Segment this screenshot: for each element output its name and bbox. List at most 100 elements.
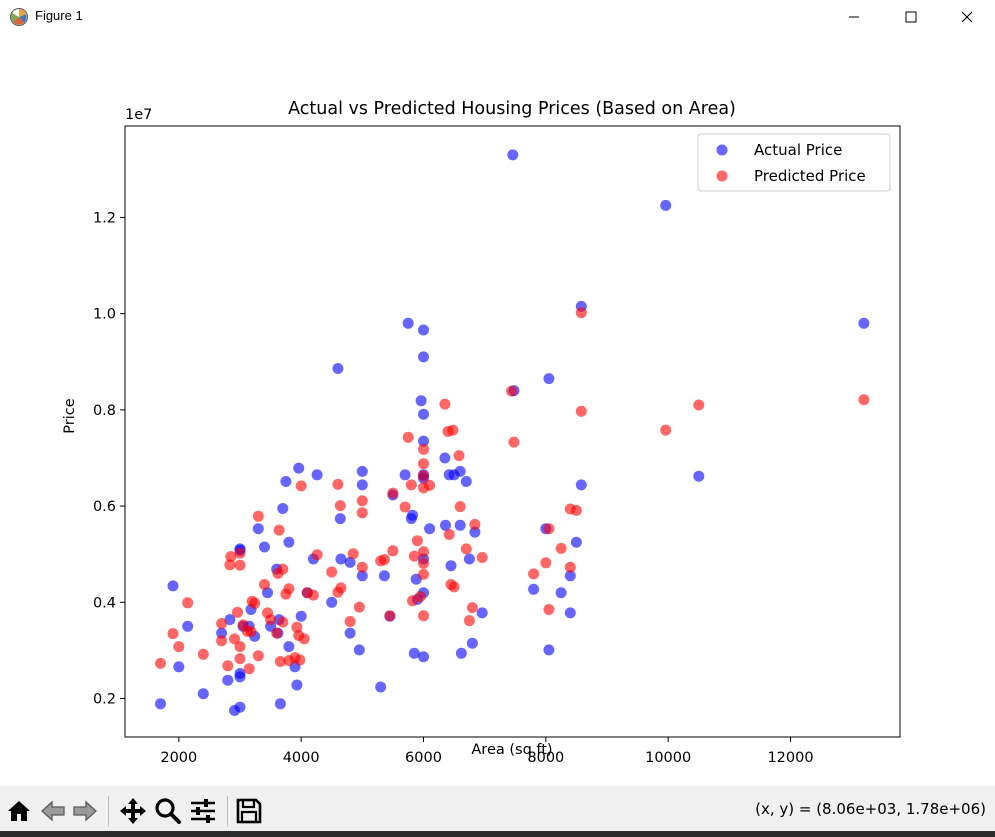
data-point	[454, 465, 466, 477]
forward-button[interactable]	[68, 794, 102, 828]
cursor-coordinates: (x, y) = (8.06e+03, 1.78e+06)	[755, 800, 986, 818]
data-point	[225, 551, 237, 563]
data-point	[265, 614, 277, 626]
data-point	[298, 633, 310, 645]
data-point	[476, 552, 488, 563]
data-point	[440, 519, 451, 531]
x-tick-label: 8000	[527, 750, 564, 766]
forward-arrow-icon	[73, 800, 97, 822]
data-point	[407, 509, 418, 521]
data-point	[418, 546, 429, 558]
data-point	[418, 651, 429, 663]
x-tick-label: 12000	[767, 750, 813, 766]
y-offset-text: 1e7	[125, 107, 152, 123]
data-point	[293, 462, 305, 474]
y-axis-label: Price	[62, 398, 78, 433]
scatter-chart[interactable]: 2000 4000 6000 8000 10000 12000 0.2 0.4 0.6 0.8 1.…	[0, 34, 995, 786]
data-point	[445, 560, 457, 572]
data-point	[418, 324, 429, 336]
data-point	[408, 550, 420, 562]
data-point	[415, 395, 427, 407]
home-button[interactable]	[2, 794, 36, 828]
data-point	[660, 424, 672, 436]
data-point	[259, 579, 270, 590]
minimize-button[interactable]	[825, 0, 883, 34]
configure-subplots-button[interactable]	[186, 794, 220, 828]
window-title: Figure 1	[35, 8, 83, 23]
data-point	[252, 523, 264, 535]
data-point	[543, 373, 555, 385]
data-point	[575, 307, 587, 319]
sliders-icon	[191, 799, 215, 823]
data-point	[540, 557, 552, 569]
zoom-icon	[155, 798, 181, 824]
data-point	[411, 535, 423, 547]
data-point	[528, 568, 540, 580]
plot-frame	[124, 125, 901, 738]
data-point	[197, 648, 209, 660]
data-point	[274, 698, 286, 710]
data-point	[234, 668, 246, 679]
data-point	[570, 504, 582, 516]
data-point	[222, 660, 234, 672]
data-point	[564, 561, 576, 573]
data-point	[271, 627, 283, 639]
zoom-button[interactable]	[151, 794, 185, 828]
y-tick-label: 0.8	[93, 403, 116, 419]
data-point	[418, 568, 429, 580]
data-point	[356, 465, 368, 477]
data-point	[414, 591, 426, 602]
minimize-icon	[849, 16, 859, 18]
data-point	[216, 635, 228, 647]
maximize-icon	[905, 11, 917, 23]
data-point	[555, 587, 567, 599]
legend-marker-predicted	[716, 170, 728, 182]
legend-label-predicted: Predicted Price	[754, 167, 866, 185]
data-point	[356, 561, 368, 573]
title-bar[interactable]: Figure 1	[0, 0, 995, 34]
data-point	[375, 681, 387, 693]
figure-canvas[interactable]: 2000 4000 6000 8000 10000 12000 0.2 0.4 0.6 0.8 1.…	[0, 34, 995, 786]
data-point	[197, 688, 209, 700]
data-point	[344, 616, 356, 627]
y-tick-label: 0.2	[93, 692, 116, 708]
data-point	[378, 554, 390, 565]
matplotlib-icon	[10, 8, 28, 26]
data-point	[418, 351, 429, 363]
data-point	[307, 589, 319, 601]
data-point	[224, 614, 236, 626]
data-point	[418, 610, 429, 622]
data-point	[173, 661, 185, 673]
data-point	[460, 543, 472, 555]
data-point	[555, 542, 567, 554]
data-point	[277, 616, 289, 628]
data-point	[232, 606, 243, 618]
y-tick-label: 1.0	[93, 307, 116, 323]
data-point	[454, 519, 466, 531]
data-point	[243, 663, 255, 675]
data-point	[224, 559, 236, 571]
data-point	[334, 500, 346, 512]
data-point	[408, 647, 420, 659]
pan-button[interactable]	[116, 794, 150, 828]
data-point	[252, 650, 264, 662]
x-tick-label: 6000	[405, 750, 442, 766]
data-point	[283, 641, 295, 653]
back-button[interactable]	[36, 794, 70, 828]
data-point	[332, 478, 344, 490]
close-button[interactable]	[939, 0, 995, 34]
data-point	[311, 549, 323, 561]
data-point	[443, 529, 455, 540]
data-point	[660, 199, 672, 211]
maximize-button[interactable]	[882, 0, 940, 34]
y-tick-label: 1.2	[93, 210, 116, 226]
data-point	[378, 570, 390, 582]
data-point	[283, 536, 295, 548]
data-point	[216, 618, 228, 629]
data-point	[229, 633, 240, 645]
save-button[interactable]	[232, 794, 266, 828]
data-point	[155, 657, 166, 669]
data-point	[273, 524, 285, 536]
data-point	[222, 674, 234, 686]
data-point	[291, 679, 303, 691]
